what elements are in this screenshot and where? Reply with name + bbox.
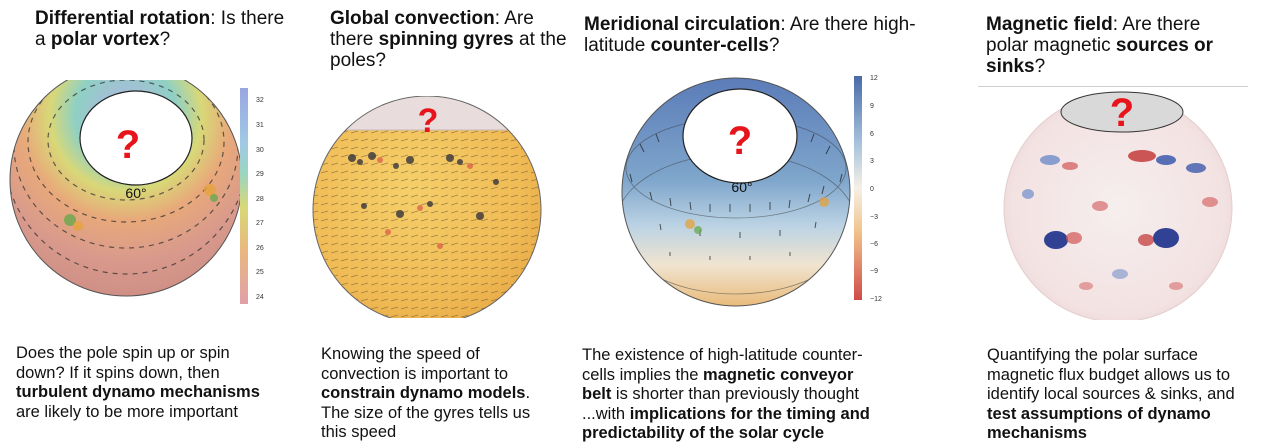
question-mark: ? bbox=[728, 119, 752, 163]
active-region-patches bbox=[685, 197, 829, 234]
panel-description: Quantifying the polar surface magnetic f… bbox=[987, 346, 1235, 442]
svg-text:27: 27 bbox=[256, 220, 264, 227]
question-mark: ? bbox=[116, 123, 140, 167]
question-mark: ? bbox=[418, 102, 439, 140]
convection-sphere-figure: ? bbox=[312, 96, 542, 318]
svg-text:6: 6 bbox=[870, 131, 874, 138]
convection-features bbox=[348, 152, 499, 220]
svg-text:28: 28 bbox=[256, 196, 264, 203]
rotation-colorbar-ticks: 32 31 30 29 28 27 26 25 24 bbox=[256, 97, 264, 301]
magnetogram-sphere-figure: ? bbox=[1003, 91, 1233, 320]
svg-text:31: 31 bbox=[256, 122, 264, 129]
panel-title: Differential rotation: Is there a polar … bbox=[35, 8, 285, 50]
svg-text:24: 24 bbox=[256, 294, 264, 301]
polar-mask bbox=[79, 90, 193, 186]
meridional-sphere-outline bbox=[621, 77, 851, 307]
latitude-label: 60° bbox=[125, 185, 146, 201]
convection-sphere-outline bbox=[312, 96, 542, 318]
svg-text:25: 25 bbox=[256, 269, 264, 276]
svg-text:3: 3 bbox=[870, 158, 874, 165]
meridional-colorbar-ticks: 12 9 6 3 0 −3 −6 −9 −12 bbox=[870, 75, 882, 303]
svg-text:0: 0 bbox=[870, 186, 874, 193]
panel-title: Magnetic field: Are there polar magnetic… bbox=[986, 14, 1214, 77]
title-underline bbox=[978, 86, 1248, 87]
svg-text:30: 30 bbox=[256, 147, 264, 154]
svg-text:12: 12 bbox=[870, 75, 878, 82]
magnetic-polarity-patches bbox=[1022, 150, 1218, 290]
panel-magnetic-field: Magnetic field: Are there polar magnetic… bbox=[970, 0, 1266, 442]
polar-mask bbox=[682, 88, 798, 184]
svg-text:26: 26 bbox=[256, 245, 264, 252]
panel-description: The existence of high-latitude counter-c… bbox=[582, 346, 870, 442]
svg-text:−3: −3 bbox=[870, 214, 878, 221]
svg-text:9: 9 bbox=[870, 103, 874, 110]
meridional-colorbar bbox=[854, 76, 862, 300]
magnetogram-sphere bbox=[1004, 94, 1232, 320]
svg-text:−12: −12 bbox=[870, 296, 882, 303]
svg-text:32: 32 bbox=[256, 97, 264, 104]
panel-title: Global convection: Are there spinning gy… bbox=[330, 8, 567, 71]
question-mark: ? bbox=[1110, 91, 1134, 135]
meridional-sphere-figure: ? 60° 12 9 6 3 0 −3 −6 −9 −12 bbox=[621, 75, 882, 307]
rotation-colorbar bbox=[240, 88, 248, 304]
rotation-sphere-figure: ? 60° 32 31 30 29 28 27 26 25 24 bbox=[9, 80, 264, 304]
polar-mask bbox=[1060, 91, 1184, 133]
panel-description: Does the pole spin up or spin down? If i… bbox=[16, 344, 260, 421]
panel-meridional-circulation: Meridional circulation: Are there high-l… bbox=[570, 0, 970, 442]
panel-description: Knowing the speed of convection is impor… bbox=[321, 345, 531, 441]
panel-global-convection: Global convection: Are there spinning gy… bbox=[300, 0, 580, 442]
latitude-label: 60° bbox=[731, 179, 752, 195]
panel-title: Meridional circulation: Are there high-l… bbox=[584, 14, 916, 56]
active-region-patches bbox=[64, 184, 218, 231]
svg-text:−9: −9 bbox=[870, 268, 878, 275]
panel-differential-rotation: Differential rotation: Is there a polar … bbox=[0, 0, 300, 442]
svg-text:−6: −6 bbox=[870, 241, 878, 248]
svg-text:29: 29 bbox=[256, 171, 264, 178]
polar-cap-region bbox=[313, 96, 541, 130]
